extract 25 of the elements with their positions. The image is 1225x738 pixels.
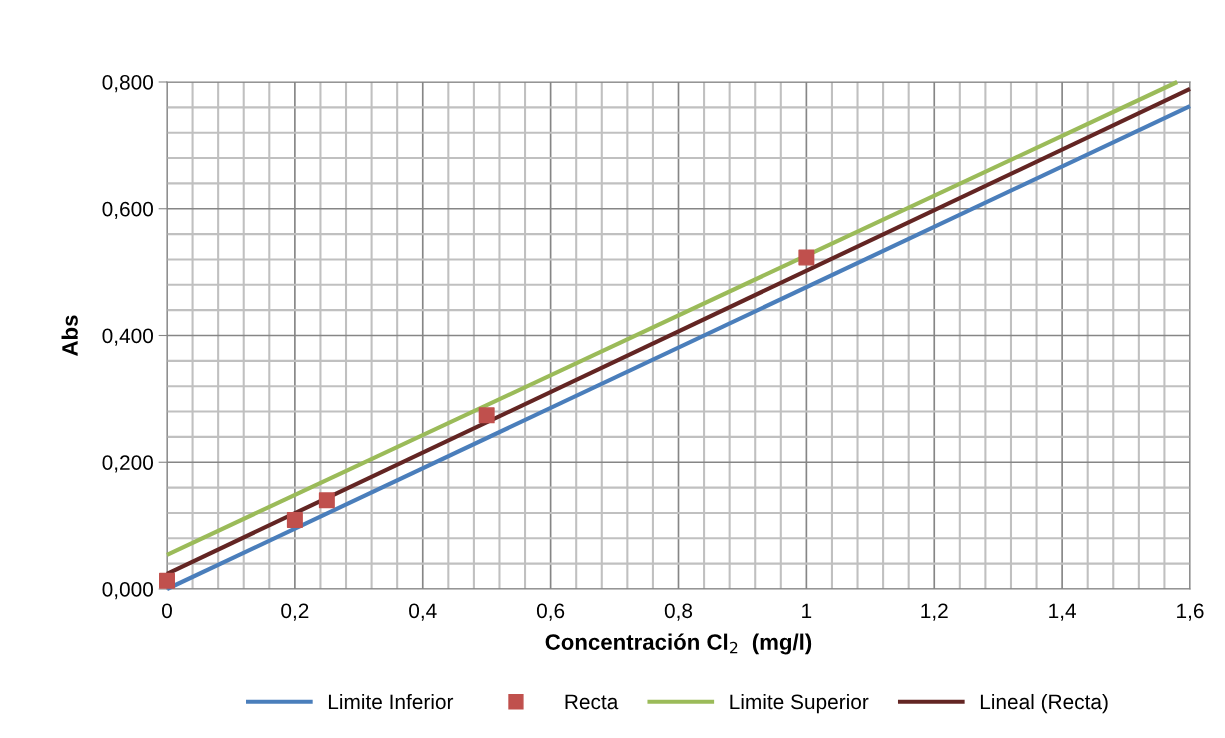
y-tick-label: 0,600 [102,201,153,219]
x-tick-label: 0,4 [409,603,437,621]
point [286,511,303,528]
point [318,492,335,509]
x-axis-title: Concentración Cl$_{2}$ (mg/l) [545,633,812,655]
x-tick-label: 1 [802,603,812,618]
y-tick-label: 0,400 [102,328,153,346]
y-tick-label: 0,800 [102,75,153,93]
x-tick-label: 0 [162,603,172,619]
y-tick-label: 0,200 [102,455,153,473]
x-tick-label: 1,6 [1177,603,1204,621]
x-tick-label: 0,8 [664,603,693,621]
legend-label: Limite Inferior [328,693,454,710]
point [159,572,175,589]
y-tick-label: 0,000 [102,582,153,600]
legend-label: Limite Superior [730,693,869,714]
point [478,407,495,424]
legend-label: Lineal (Recta) [980,693,1108,714]
y-axis-title: Abs [61,315,78,356]
legend-label: Recta [565,694,619,710]
x-tick-label: 1,2 [921,603,948,621]
x-tick-label: 0,2 [281,603,309,621]
point [798,249,815,266]
x-tick-label: 0,6 [536,603,565,621]
x-tick-label: 1,4 [1049,603,1076,621]
